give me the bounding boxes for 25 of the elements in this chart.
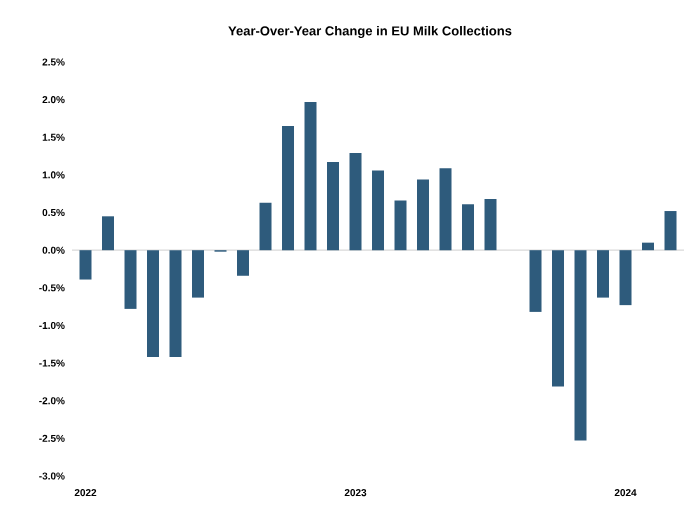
bar: [304, 101, 317, 251]
bar: [124, 250, 137, 309]
bar: [642, 242, 655, 251]
bar: [574, 250, 587, 441]
bar: [417, 179, 430, 251]
bar: [597, 250, 610, 298]
bar: [664, 211, 677, 251]
bar: [372, 170, 385, 251]
bar: [439, 168, 452, 251]
bar: [169, 250, 182, 358]
bar: [552, 250, 565, 387]
bar: [394, 200, 407, 251]
bar: [462, 204, 475, 251]
bar: [484, 198, 497, 251]
bar: [529, 250, 542, 312]
bar: [327, 162, 339, 251]
bar: [619, 250, 632, 306]
bar: [237, 250, 249, 276]
bar: [192, 250, 205, 298]
bar: [259, 202, 272, 251]
bar: [79, 250, 92, 280]
bar: [147, 250, 159, 358]
bar: [349, 153, 362, 251]
bar: [102, 216, 115, 251]
bar: [282, 125, 295, 251]
